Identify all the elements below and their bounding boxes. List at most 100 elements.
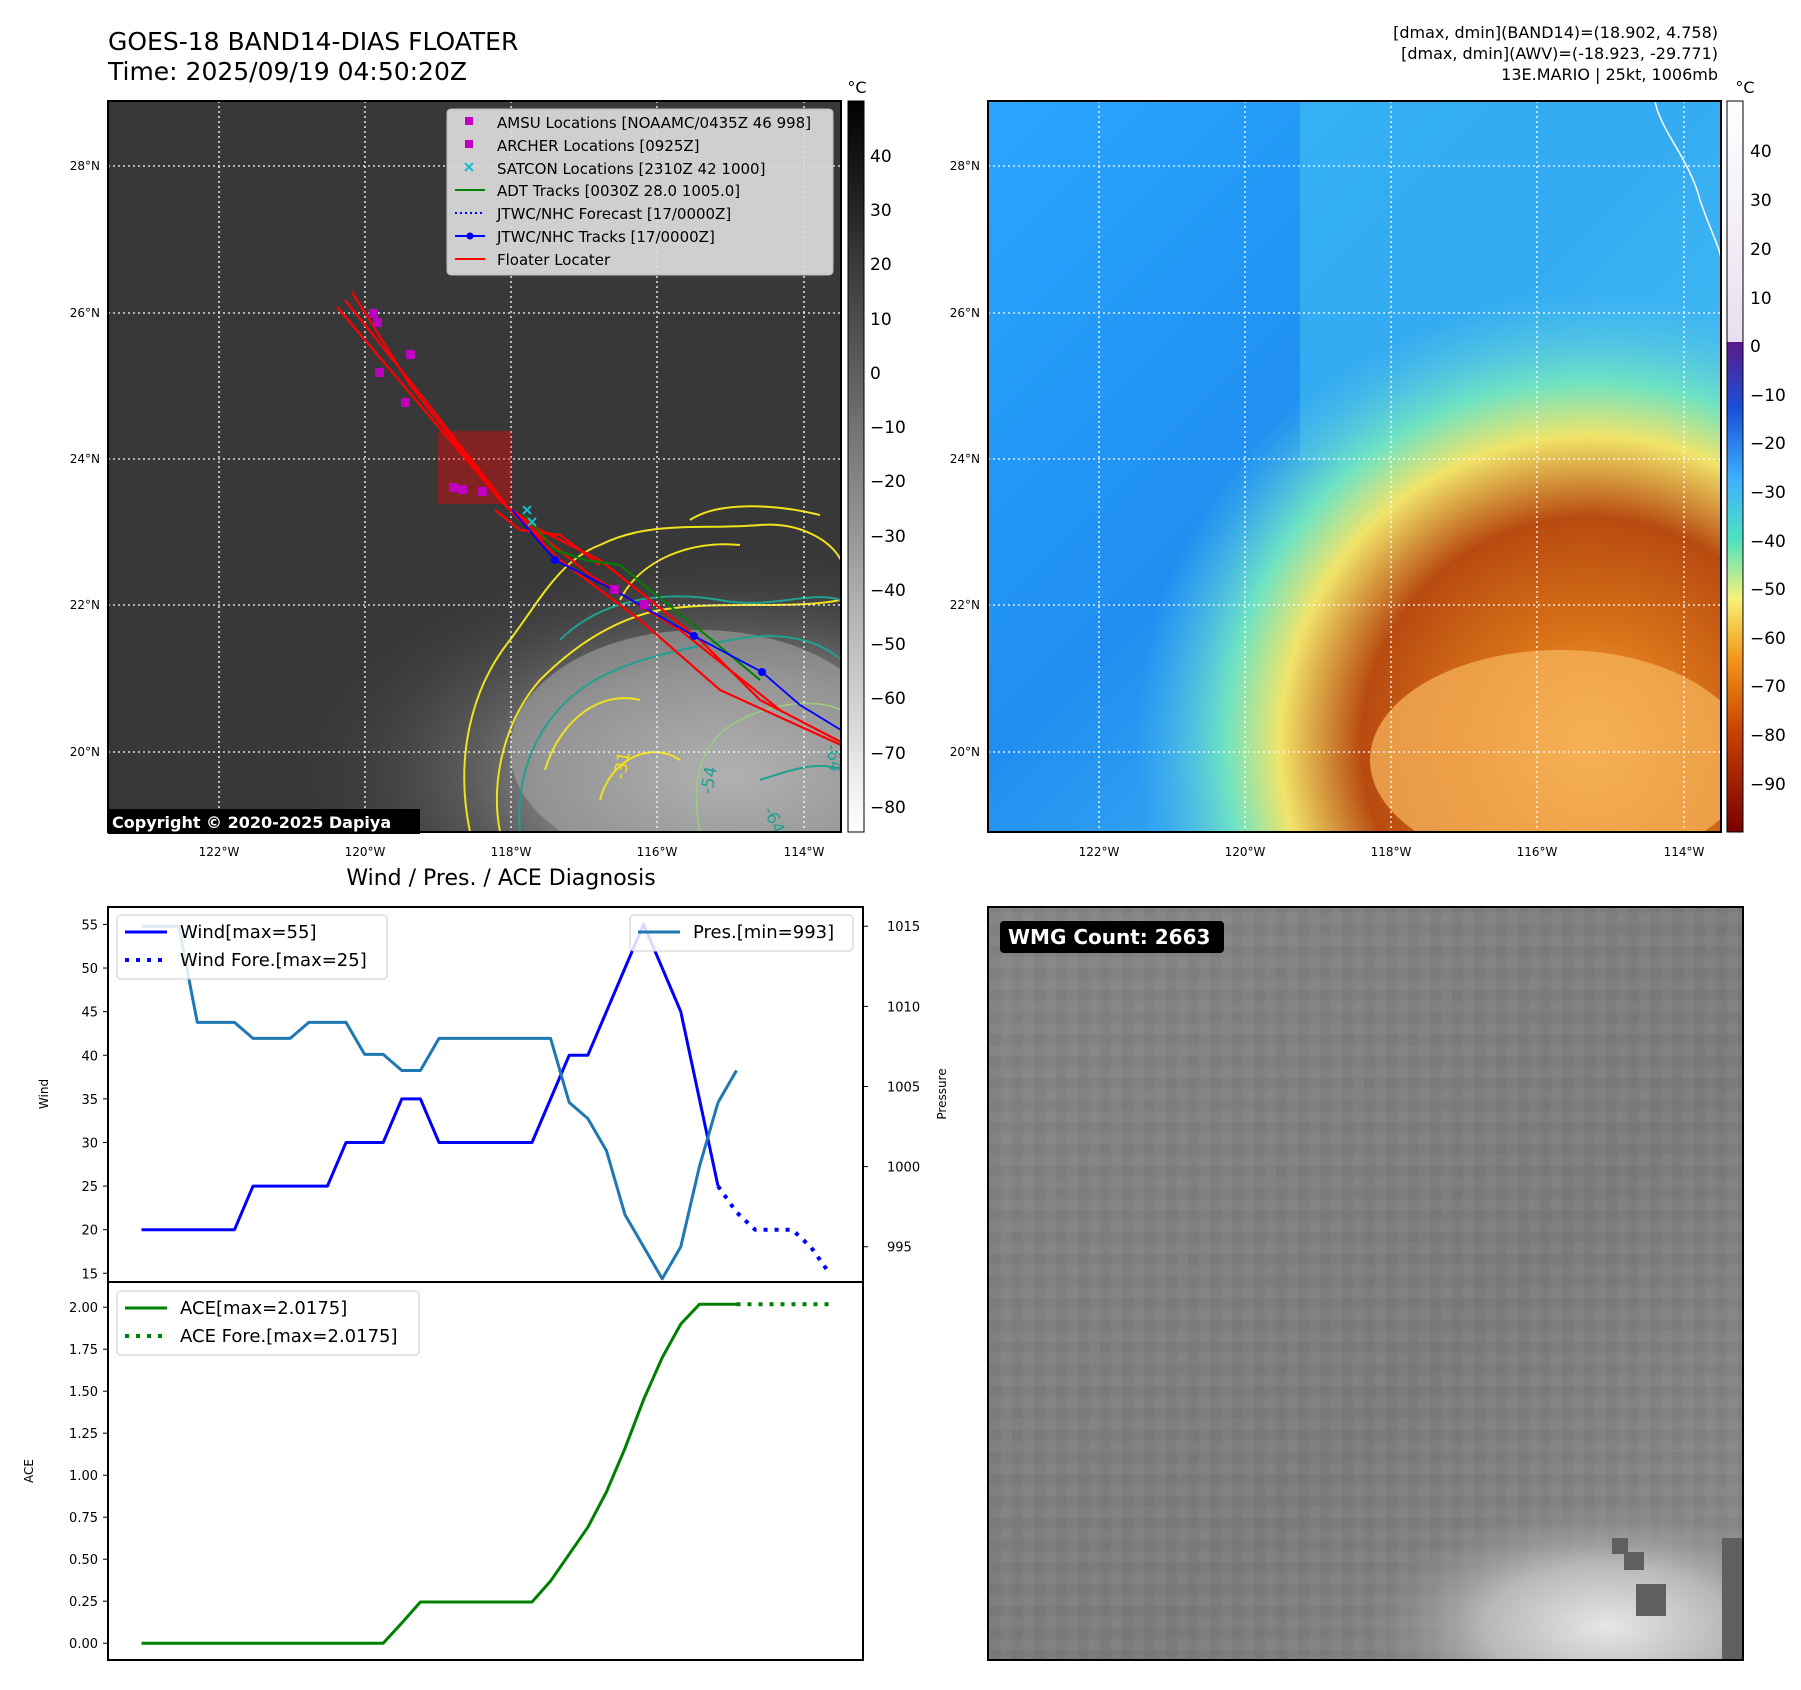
info-awv: [dmax, dmin](AWV)=(-18.923, -29.771) [1401,44,1718,63]
wind-tick-label: 20 [81,1224,98,1239]
ace-tick-label: 1.75 [69,1343,98,1358]
ace-tick-label: 1.50 [69,1385,98,1400]
svg-text:10: 10 [870,310,892,330]
pres-legend: Pres.[min=993] [629,914,854,952]
svg-text:0: 0 [870,364,881,384]
wv-colorbar: °C 40 30 20 10 0 −10 −20 −30 −40 −50 −60… [1726,78,1786,833]
svg-text:122°W: 122°W [199,845,240,859]
ir-colorbar-ticks: 40 30 20 10 0 −10 −20 −30 −40 −50 −60 −7… [870,147,906,818]
figure-title: GOES-18 BAND14-DIAS FLOATER [108,27,518,56]
ace-panel: 0.00 0.25 0.50 0.75 1.00 1.25 1.50 1.75 2.00 ACE… [22,1281,864,1661]
series-pres-fore [716,1069,738,1104]
wmg-count-label: WMG Count: 2663 [1008,925,1210,949]
wmg-panel: WMG Count: 2663 [987,906,1744,1661]
wind-tick-label: 25 [81,1180,98,1195]
legend-wind: Wind[max=55] [180,922,317,943]
svg-text:120°W: 120°W [345,845,386,859]
wind-y-ticks: 15 20 25 30 35 40 45 50 55 [81,918,108,1282]
svg-text:−40: −40 [1750,532,1786,552]
ace-y-ticks: 0.00 0.25 0.50 0.75 1.00 1.25 1.50 1.75 2.00 [69,1301,108,1652]
svg-text:116°W: 116°W [1517,845,1558,859]
series-pres-min-993- [141,924,720,1281]
ace-tick-label: 0.00 [69,1637,98,1652]
svg-text:116°W: 116°W [637,845,678,859]
wv-colorbar-unit: °C [1735,78,1754,97]
ace-tick-label: 0.75 [69,1511,98,1526]
wind-tick-label: 15 [81,1267,98,1282]
pressure-tick-label: 1000 [887,1161,920,1176]
wv-map-frame [987,100,1722,833]
legend-wind-fore: Wind Fore.[max=25] [180,950,367,971]
wv-lon-ticks: 122°W 120°W 118°W 116°W 114°W [1079,845,1705,859]
legend-adt: ADT Tracks [0030Z 28.0 1005.0] [497,182,740,200]
info-storm: 13E.MARIO | 25kt, 1006mb [1501,65,1718,84]
svg-text:24°N: 24°N [950,452,980,466]
legend-satcon: SATCON Locations [2310Z 42 1000] [497,160,765,178]
svg-text:26°N: 26°N [950,306,980,320]
svg-text:−40: −40 [870,581,906,601]
svg-text:20°N: 20°N [950,745,980,759]
adt-track [524,514,761,681]
svg-text:28°N: 28°N [70,159,100,173]
wv-lat-ticks: 28°N 26°N 24°N 22°N 20°N [950,159,980,759]
legend-pres: Pres.[min=993] [693,922,834,943]
svg-text:−10: −10 [1750,386,1786,406]
svg-text:20°N: 20°N [70,745,100,759]
ir-colorbar-unit: °C [847,78,866,97]
ir-lon-ticks: 122°W 120°W 118°W 116°W 114°W [199,845,825,859]
svg-text:28°N: 28°N [950,159,980,173]
pressure-tick-label: 1005 [887,1080,920,1095]
legend-floater: Floater Locater [497,251,611,269]
ace-legend: ACE[max=2.0175] ACE Fore.[max=2.0175] [116,1290,420,1356]
wv-gridlines [988,101,1721,832]
wmg-count-badge [1000,921,1224,953]
pressure-y-ticks: 995 1000 1005 1010 1015 [863,920,920,1256]
svg-text:−80: −80 [1750,726,1786,746]
svg-text:0: 0 [1750,337,1761,357]
copyright-box [108,809,420,834]
svg-text:20: 20 [1750,240,1772,260]
svg-text:−70: −70 [1750,677,1786,697]
satcon-markers [522,505,537,527]
svg-text:114°W: 114°W [784,845,825,859]
svg-text:118°W: 118°W [491,845,532,859]
svg-text:20: 20 [870,255,892,275]
wv-map: 28°N26°N 24°N22°N 20°N 122°W 120°W 118°W 1… [950,78,1786,859]
figure-time: Time: 2025/09/19 04:50:20Z [107,57,467,86]
ace-tick-label: 0.25 [69,1595,98,1610]
legend-forecast: JTWC/NHC Forecast [17/0000Z] [496,205,731,223]
wv-coastline [1654,101,1721,261]
svg-text:22°N: 22°N [950,598,980,612]
svg-text:−90: −90 [1750,775,1786,795]
svg-text:120°W: 120°W [1225,845,1266,859]
info-band14: [dmax, dmin](BAND14)=(18.902, 4.758) [1393,23,1718,42]
amsu-archer-markers [369,309,649,609]
svg-text:40: 40 [1750,142,1772,162]
copyright-text: Copyright © 2020-2025 Dapiya [112,813,391,832]
legend-ace-fore: ACE Fore.[max=2.0175] [180,1326,398,1347]
ace-series [141,1302,830,1645]
svg-text:24°N: 24°N [70,452,100,466]
ir-map: -54 -64 -64 -31 [70,78,906,859]
ir-legend: AMSU Locations [NOAAMC/0435Z 46 998] ARC… [446,108,834,276]
svg-text:−30: −30 [1750,483,1786,503]
wind-tick-label: 55 [81,918,98,933]
ir-map-frame [107,100,842,833]
svg-text:−60: −60 [1750,629,1786,649]
ace-ylabel: ACE [22,1459,36,1483]
ace-tick-label: 0.50 [69,1553,98,1568]
wind-pressure-series [141,922,832,1281]
ace-tick-label: 1.25 [69,1427,98,1442]
wind-tick-label: 45 [81,1006,98,1021]
svg-text:122°W: 122°W [1079,845,1120,859]
pressure-tick-label: 1010 [887,1000,920,1015]
svg-text:−10: −10 [870,418,906,438]
svg-text:−70: −70 [870,744,906,764]
svg-text:−80: −80 [870,798,906,818]
svg-text:26°N: 26°N [70,306,100,320]
svg-text:−20: −20 [1750,434,1786,454]
legend-amsu: AMSU Locations [NOAAMC/0435Z 46 998] [497,114,811,132]
wmg-dark-pixels [1612,1538,1743,1660]
svg-text:−50: −50 [1750,580,1786,600]
